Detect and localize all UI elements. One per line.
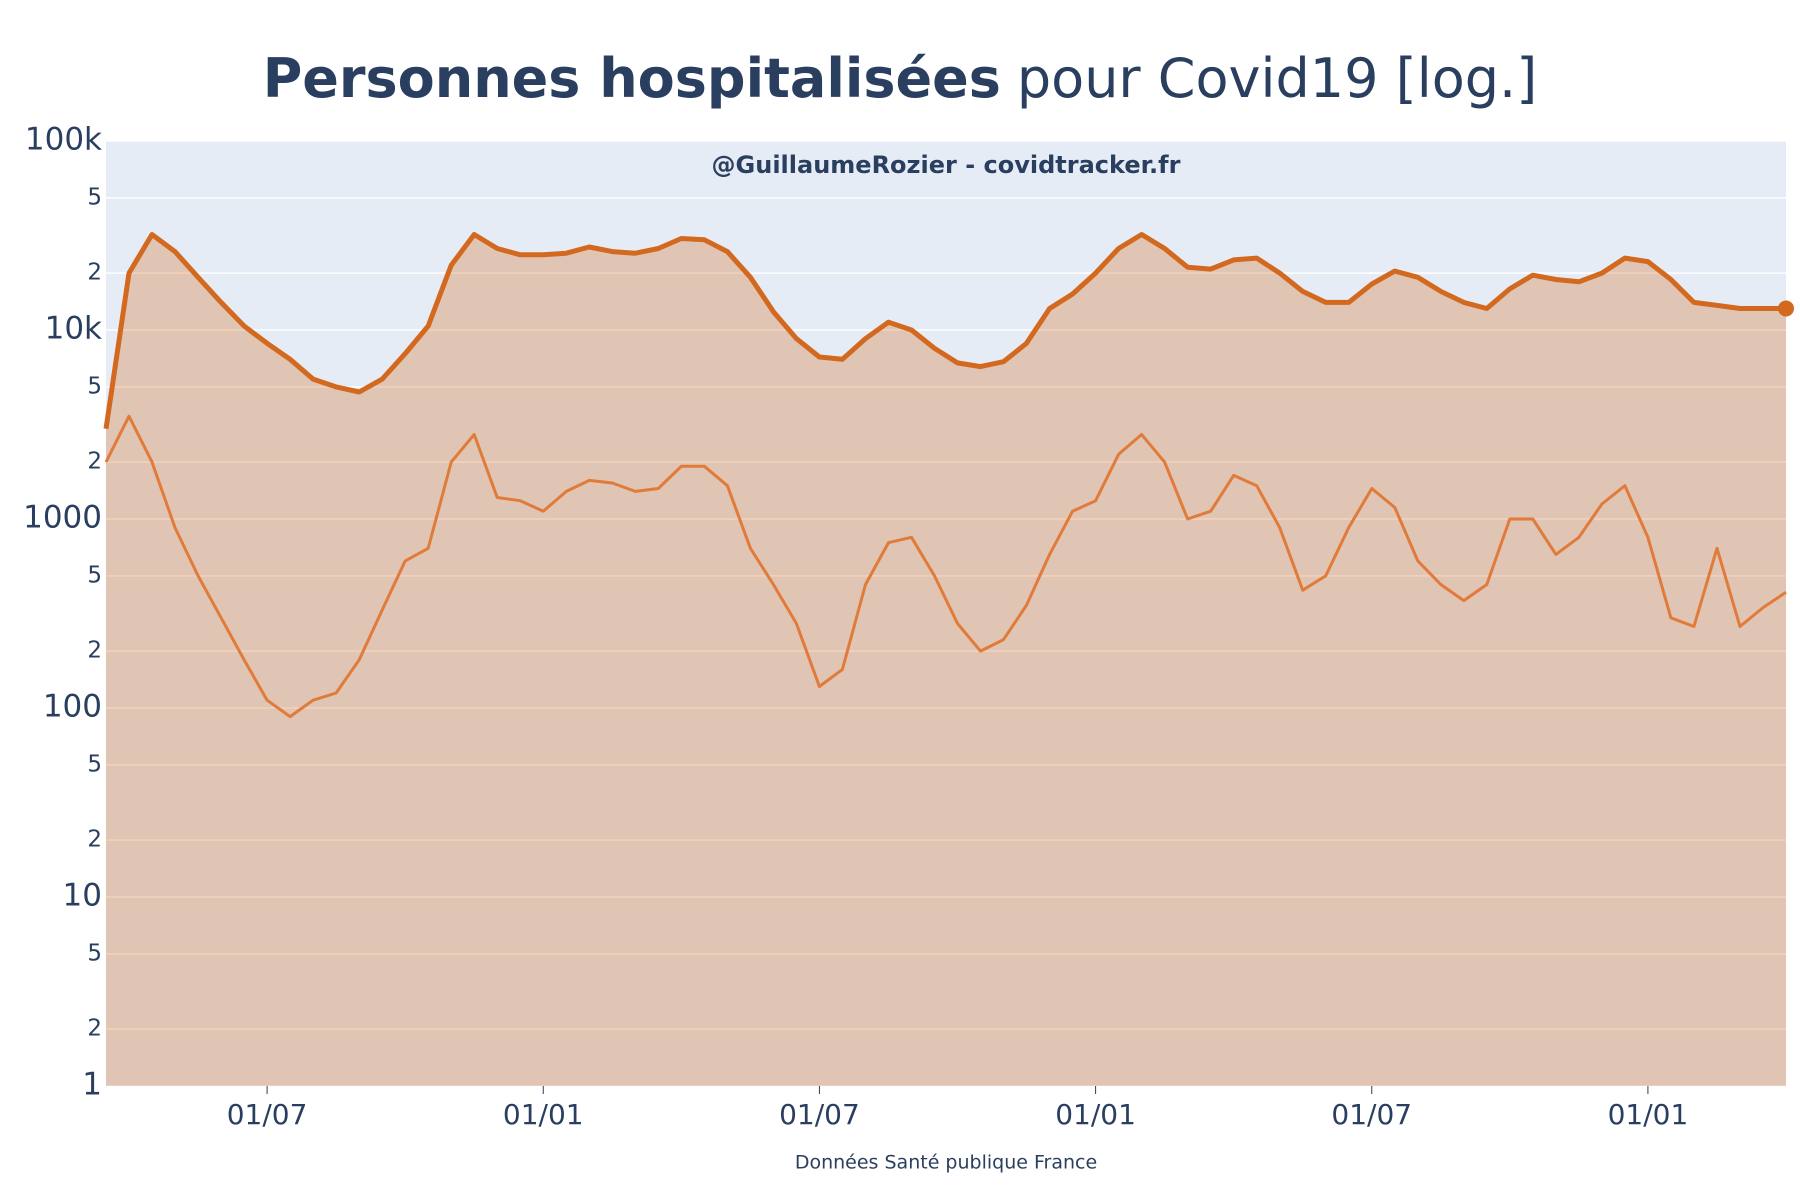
chart-title: Personnes hospitalisées pour Covid19 [log… [263, 47, 1538, 110]
y-tick-label: 2 [87, 260, 102, 286]
plot-background [106, 141, 1786, 1086]
end-marker [1778, 300, 1794, 317]
y-tick-label: 2 [87, 638, 102, 664]
y-tick-label: 10k [45, 311, 102, 347]
x-tick-label: 01/07 [227, 1098, 308, 1131]
y-tick-label: 10 [63, 878, 102, 914]
annotation: @GuillaumeRozier - covidtracker.fr [712, 151, 1181, 179]
x-tick-label: 01/07 [779, 1098, 860, 1131]
y-tick-label: 1000 [23, 500, 102, 536]
y-tick-label: 2 [87, 449, 102, 475]
area [106, 234, 1786, 1086]
x-tick-label: 01/01 [503, 1098, 584, 1131]
x-tick-label: 01/07 [1331, 1098, 1412, 1131]
line [104, 414, 1787, 719]
y-tick-label: 5 [87, 751, 102, 777]
y-tick-label: 5 [87, 184, 102, 210]
y-tick-label: 2 [87, 827, 102, 853]
x-tick-label: 01/01 [1608, 1098, 1689, 1131]
y-tick-label: 5 [87, 940, 102, 966]
title-bold: Personnes hospitalisées [263, 47, 1001, 110]
y-tick-label: 100 [43, 689, 102, 725]
y-tick-label: 1 [82, 1067, 102, 1103]
x-axis-label: Données Santé publique France [795, 1152, 1097, 1174]
y-tick-label: 5 [87, 562, 102, 588]
y-tick-label: 2 [87, 1016, 102, 1042]
line [103, 232, 1786, 430]
y-tick-label: 5 [87, 373, 102, 399]
x-tick-label: 01/01 [1055, 1098, 1136, 1131]
title-rest: pour Covid19 [log.] [1017, 47, 1537, 110]
y-tick-label: 100k [25, 122, 102, 158]
